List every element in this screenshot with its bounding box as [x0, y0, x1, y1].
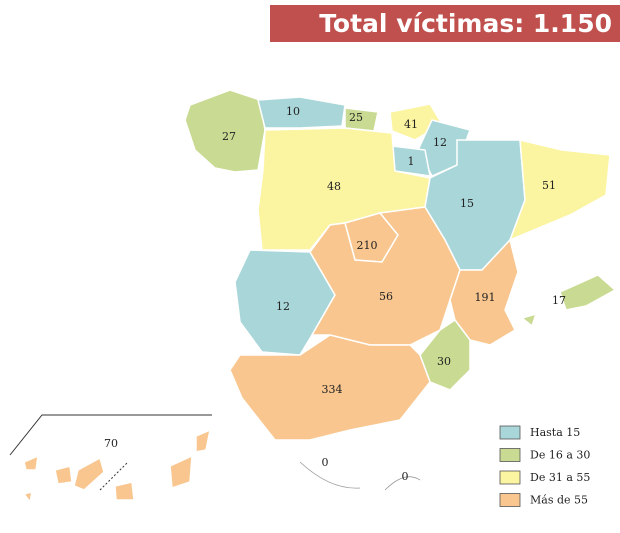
region	[184, 89, 266, 173]
region-value: 0	[322, 456, 329, 469]
title-box	[270, 5, 620, 42]
region-value: 48	[327, 180, 341, 193]
region-value: 12	[433, 136, 447, 149]
region	[229, 334, 431, 441]
region	[22, 490, 33, 504]
region	[73, 456, 105, 491]
canary-divider	[99, 461, 129, 491]
region-value: 25	[349, 111, 363, 124]
region	[419, 318, 471, 391]
region-value: 70	[104, 437, 118, 450]
region-value: 41	[404, 118, 418, 131]
region	[520, 312, 538, 328]
legend-label: De 31 a 55	[530, 471, 590, 484]
region-value: 334	[322, 383, 343, 396]
region	[114, 481, 135, 501]
legend-swatch	[499, 470, 521, 485]
region-value: 56	[379, 290, 393, 303]
region-value: 210	[357, 239, 378, 252]
region-value: 51	[542, 179, 556, 192]
canary-frame	[9, 414, 212, 456]
region	[309, 206, 461, 346]
region	[449, 238, 519, 346]
region-value: 15	[460, 197, 474, 210]
region	[257, 96, 346, 129]
region-value: 1	[408, 155, 415, 168]
legend-swatch	[499, 425, 521, 440]
region-value: 17	[552, 294, 566, 307]
region	[23, 454, 39, 471]
coast	[299, 461, 421, 491]
region-value: 27	[222, 130, 236, 143]
legend-label: De 16 a 30	[530, 449, 590, 462]
legend-swatch	[499, 493, 521, 507]
region-value: 0	[402, 470, 409, 483]
region-value: 10	[286, 105, 300, 118]
region	[195, 428, 212, 453]
region	[54, 465, 73, 485]
region-value: 12	[276, 300, 290, 313]
region	[559, 274, 617, 311]
region	[508, 139, 611, 242]
title: Total víctimas: 1.150	[319, 9, 612, 38]
legend-label: Hasta 15	[530, 426, 580, 439]
legend-swatch	[499, 448, 521, 462]
legend-label: Más de 55	[530, 494, 588, 507]
region-value: 30	[437, 355, 451, 368]
region	[169, 454, 193, 490]
region-value: 191	[475, 291, 496, 304]
